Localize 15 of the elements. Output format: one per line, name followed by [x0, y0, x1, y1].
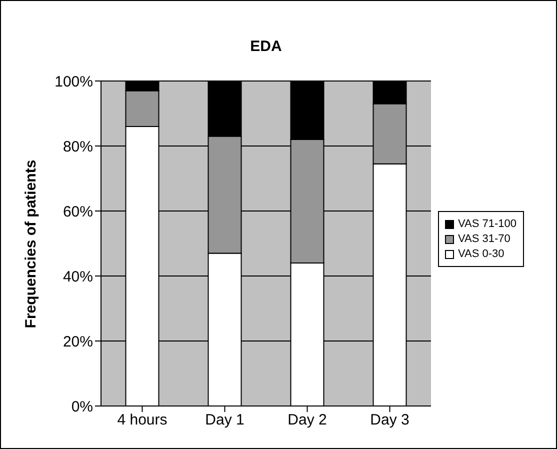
y-tick-label: 0% — [71, 398, 93, 416]
x-tick-label: Day 3 — [370, 412, 410, 429]
legend-label: VAS 31-70 — [458, 233, 510, 245]
x-tick-label: Day 1 — [205, 412, 244, 429]
y-tick-label: 100% — [54, 73, 93, 90]
y-axis-title: Frequencies of patients — [22, 160, 40, 328]
y-tick-label: 40% — [62, 268, 93, 286]
x-tick-label: Day 2 — [288, 412, 327, 429]
y-tick-label: 20% — [62, 333, 93, 350]
chart-title: EDA — [249, 38, 283, 55]
legend-label: VAS 0-30 — [458, 248, 504, 260]
legend-label: VAS 71-100 — [458, 218, 517, 230]
y-tick-label: 60% — [62, 203, 93, 220]
x-tick-label: 4 hours — [117, 412, 168, 429]
y-tick-label: 80% — [62, 138, 93, 156]
